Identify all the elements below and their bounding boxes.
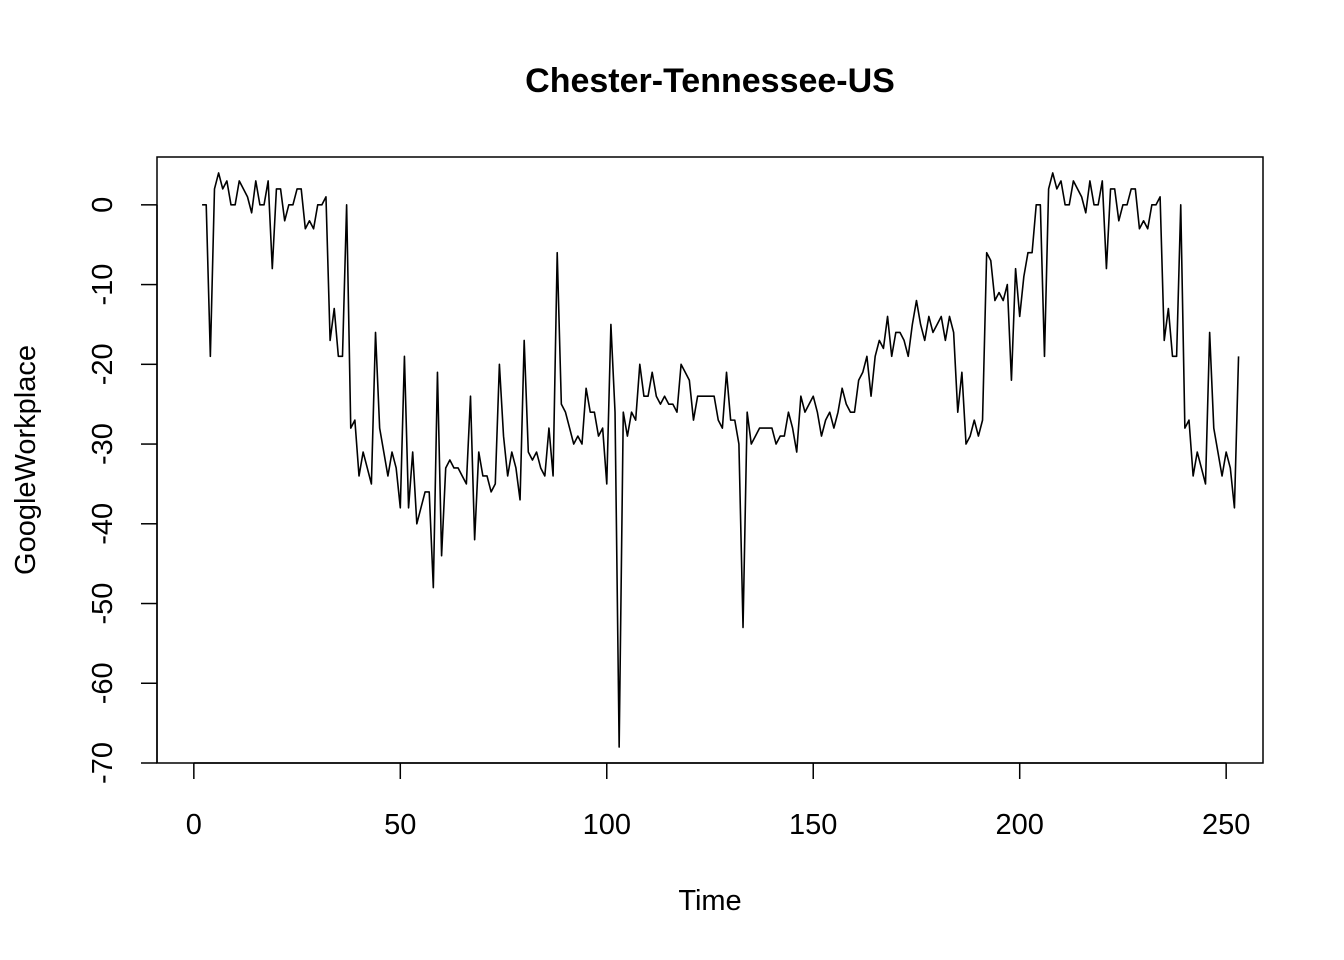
x-tick-label: 50	[384, 809, 416, 841]
y-tick-label: -70	[87, 742, 119, 784]
y-axis-label: GoogleWorkplace	[10, 345, 42, 575]
y-tick-label: -50	[87, 583, 119, 625]
y-tick-label: -10	[87, 264, 119, 306]
y-tick-label: -30	[87, 423, 119, 465]
y-axis: 0 -10 -20 -30 -40 -50 -60 -70	[87, 197, 158, 784]
x-tick-label: 200	[996, 809, 1044, 841]
series-line	[202, 172, 1240, 748]
y-tick-label: -20	[87, 343, 119, 385]
y-tick-label: -60	[87, 662, 119, 704]
y-tick-label: -40	[87, 503, 119, 545]
x-tick-label: 100	[583, 809, 631, 841]
x-tick-label: 150	[789, 809, 837, 841]
plot-frame	[156, 156, 1264, 764]
chart-title: Chester-Tennessee-US	[525, 62, 895, 100]
x-tick-label: 0	[186, 809, 202, 841]
x-axis-label: Time	[678, 885, 741, 917]
x-axis: 0 50 100 150 200 250	[186, 762, 1250, 841]
x-tick-label: 250	[1202, 809, 1250, 841]
y-tick-label: 0	[87, 197, 119, 213]
